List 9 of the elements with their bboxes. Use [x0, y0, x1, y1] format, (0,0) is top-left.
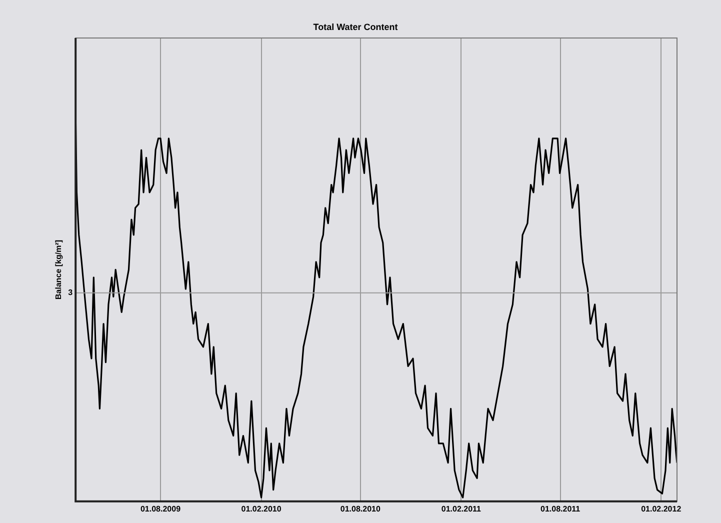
- x-tick-label: 01.08.2010: [340, 504, 381, 514]
- chart-title: Total Water Content: [312, 22, 399, 32]
- x-tick-label: 01.02.2012: [641, 504, 682, 514]
- y-axis-title: Balance [kg/m²]: [54, 240, 64, 300]
- x-tick-label: 01.02.2011: [441, 504, 482, 514]
- x-tick-label: 01.02.2010: [241, 504, 282, 514]
- x-tick-label: 01.08.2009: [140, 504, 182, 514]
- x-tick-label: 01.08.2011: [540, 504, 581, 514]
- text: 3: [68, 288, 74, 298]
